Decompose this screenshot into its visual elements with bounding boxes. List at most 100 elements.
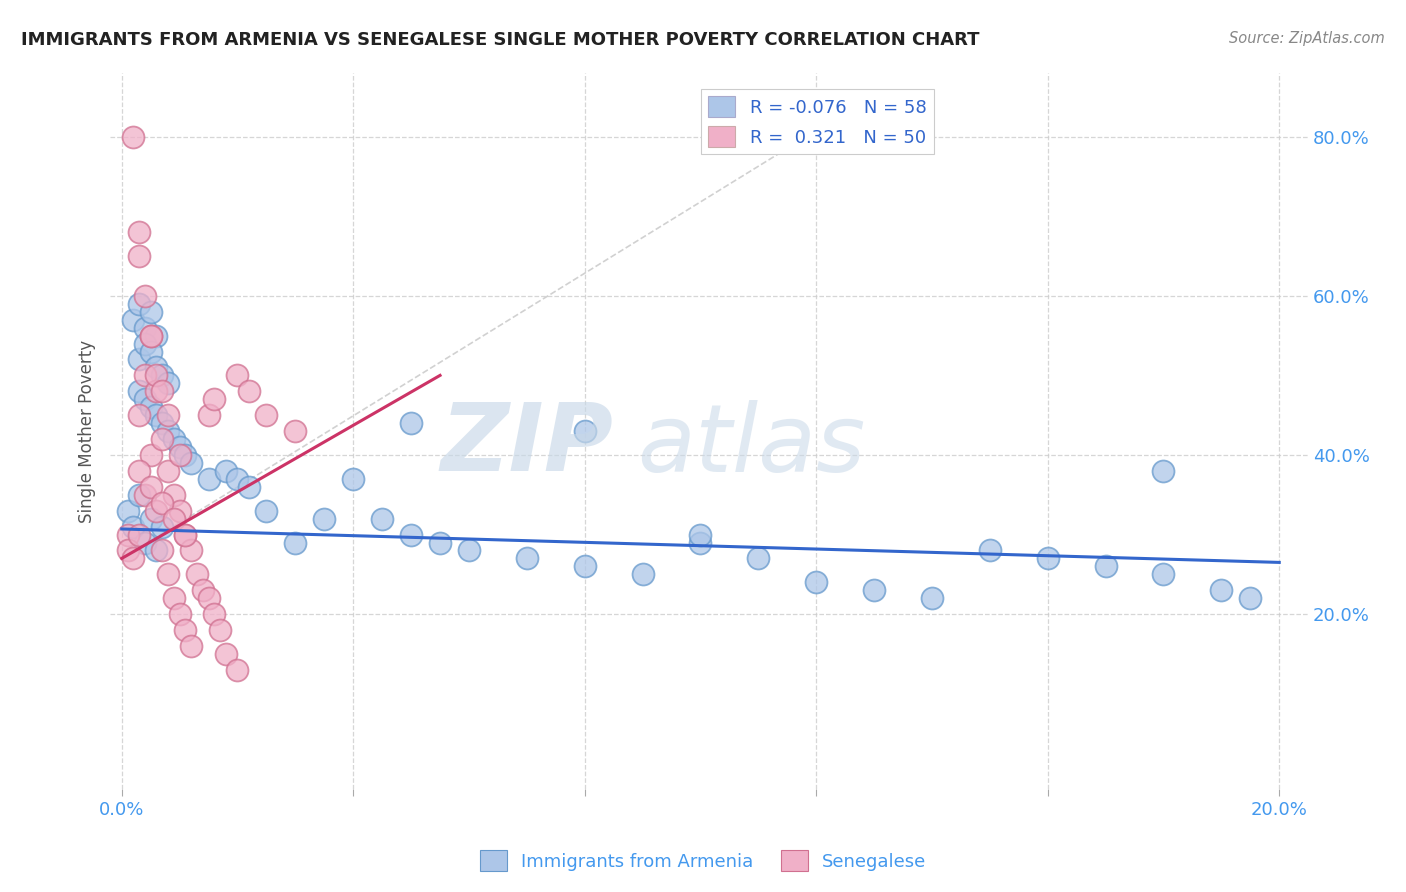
- Point: [238, 480, 260, 494]
- Point: [128, 527, 150, 541]
- Point: [117, 504, 139, 518]
- Point: [574, 559, 596, 574]
- Point: [150, 432, 173, 446]
- Point: [145, 504, 167, 518]
- Point: [226, 663, 249, 677]
- Point: [516, 551, 538, 566]
- Point: [399, 416, 422, 430]
- Point: [128, 488, 150, 502]
- Point: [254, 408, 277, 422]
- Point: [371, 511, 394, 525]
- Point: [1153, 567, 1175, 582]
- Point: [174, 448, 197, 462]
- Point: [342, 472, 364, 486]
- Point: [163, 488, 186, 502]
- Point: [191, 583, 214, 598]
- Point: [689, 527, 711, 541]
- Point: [631, 567, 654, 582]
- Point: [134, 392, 156, 407]
- Point: [169, 607, 191, 621]
- Point: [174, 527, 197, 541]
- Point: [284, 535, 307, 549]
- Point: [1094, 559, 1116, 574]
- Point: [979, 543, 1001, 558]
- Point: [145, 408, 167, 422]
- Point: [169, 504, 191, 518]
- Point: [180, 456, 202, 470]
- Point: [314, 511, 336, 525]
- Point: [1036, 551, 1059, 566]
- Point: [139, 511, 162, 525]
- Point: [128, 297, 150, 311]
- Point: [134, 488, 156, 502]
- Point: [150, 496, 173, 510]
- Point: [163, 591, 186, 606]
- Text: IMMIGRANTS FROM ARMENIA VS SENEGALESE SINGLE MOTHER POVERTY CORRELATION CHART: IMMIGRANTS FROM ARMENIA VS SENEGALESE SI…: [21, 31, 980, 49]
- Point: [134, 368, 156, 383]
- Legend: Immigrants from Armenia, Senegalese: Immigrants from Armenia, Senegalese: [472, 843, 934, 879]
- Y-axis label: Single Mother Poverty: Single Mother Poverty: [79, 340, 96, 523]
- Point: [139, 448, 162, 462]
- Point: [238, 384, 260, 399]
- Point: [122, 519, 145, 533]
- Point: [197, 591, 219, 606]
- Point: [163, 511, 186, 525]
- Point: [145, 384, 167, 399]
- Point: [145, 543, 167, 558]
- Point: [863, 583, 886, 598]
- Point: [150, 384, 173, 399]
- Point: [145, 360, 167, 375]
- Point: [197, 408, 219, 422]
- Text: ZIP: ZIP: [440, 400, 613, 491]
- Point: [150, 368, 173, 383]
- Point: [134, 320, 156, 334]
- Point: [399, 527, 422, 541]
- Point: [174, 527, 197, 541]
- Point: [215, 647, 238, 661]
- Point: [163, 432, 186, 446]
- Point: [139, 328, 162, 343]
- Point: [174, 623, 197, 637]
- Point: [202, 392, 225, 407]
- Point: [134, 336, 156, 351]
- Point: [209, 623, 232, 637]
- Point: [122, 312, 145, 326]
- Point: [458, 543, 481, 558]
- Point: [215, 464, 238, 478]
- Point: [150, 519, 173, 533]
- Point: [429, 535, 451, 549]
- Point: [128, 408, 150, 422]
- Point: [117, 527, 139, 541]
- Point: [139, 401, 162, 415]
- Point: [1153, 464, 1175, 478]
- Point: [128, 464, 150, 478]
- Point: [150, 543, 173, 558]
- Legend: R = -0.076   N = 58, R =  0.321   N = 50: R = -0.076 N = 58, R = 0.321 N = 50: [702, 89, 934, 154]
- Point: [226, 368, 249, 383]
- Point: [806, 575, 828, 590]
- Point: [157, 376, 180, 391]
- Point: [139, 480, 162, 494]
- Point: [921, 591, 943, 606]
- Point: [1239, 591, 1261, 606]
- Point: [139, 344, 162, 359]
- Point: [180, 543, 202, 558]
- Point: [157, 567, 180, 582]
- Point: [134, 535, 156, 549]
- Point: [128, 249, 150, 263]
- Point: [284, 424, 307, 438]
- Point: [145, 328, 167, 343]
- Point: [202, 607, 225, 621]
- Point: [128, 352, 150, 367]
- Point: [134, 289, 156, 303]
- Point: [180, 639, 202, 653]
- Point: [254, 504, 277, 518]
- Text: atlas: atlas: [637, 400, 866, 491]
- Point: [197, 472, 219, 486]
- Point: [145, 368, 167, 383]
- Point: [139, 304, 162, 318]
- Point: [747, 551, 769, 566]
- Point: [157, 408, 180, 422]
- Point: [186, 567, 208, 582]
- Point: [117, 543, 139, 558]
